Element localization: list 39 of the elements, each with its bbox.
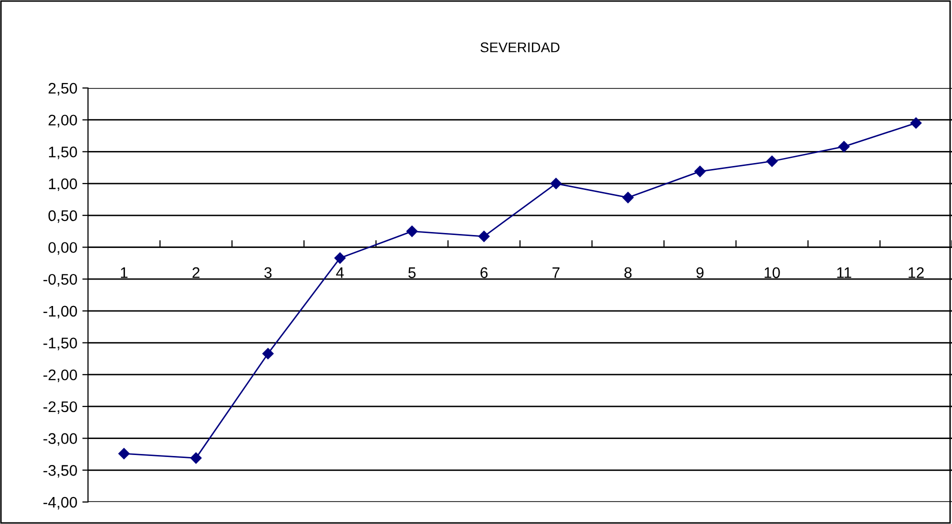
point xyxy=(118,448,130,460)
x-tick-label: 5 xyxy=(408,267,416,278)
point xyxy=(478,230,490,242)
y-tick-label: -1,50 xyxy=(43,338,77,350)
y-tick-label: -4,00 xyxy=(43,496,77,510)
y-tick-label: 2,50 xyxy=(48,82,77,96)
x-tick-label: 7 xyxy=(552,267,560,278)
point xyxy=(910,117,922,129)
x-tick-label: 12 xyxy=(908,267,924,278)
chart-title: SEVERIDAD xyxy=(480,42,560,52)
x-tick-label: 2 xyxy=(192,267,200,278)
x-tick-label: 9 xyxy=(696,267,704,278)
y-tick-label: 1,00 xyxy=(49,178,77,192)
point xyxy=(838,140,850,152)
point xyxy=(766,156,778,167)
x-tick-label: 8 xyxy=(624,267,632,278)
y-tick-label: 0,50 xyxy=(48,210,77,223)
y-tick-label: 1,50 xyxy=(49,146,77,160)
y-tick-label: -2,50 xyxy=(43,401,77,414)
point xyxy=(262,348,274,360)
point xyxy=(406,226,418,237)
point xyxy=(190,452,202,464)
x-tick-label: 1 xyxy=(120,267,128,278)
y-tick-label: 2,00 xyxy=(48,114,77,128)
x-tick-label: 11 xyxy=(837,267,852,278)
point xyxy=(694,166,706,178)
point xyxy=(622,192,634,204)
point xyxy=(334,252,346,264)
x-tick-label: 6 xyxy=(480,267,488,278)
y-tick-label: -2,00 xyxy=(43,369,77,382)
y-tick-label: -0,50 xyxy=(43,274,77,287)
x-tick-label: 4 xyxy=(336,267,344,278)
x-tick-label: 3 xyxy=(264,267,272,278)
y-tick-label: -3,00 xyxy=(43,433,77,446)
point xyxy=(550,178,562,190)
y-tick-label: 0,00 xyxy=(48,242,77,255)
y-tick-label: -3,50 xyxy=(43,465,77,478)
y-tick-label: -1,00 xyxy=(43,306,77,318)
x-tick-label: 10 xyxy=(764,267,780,278)
